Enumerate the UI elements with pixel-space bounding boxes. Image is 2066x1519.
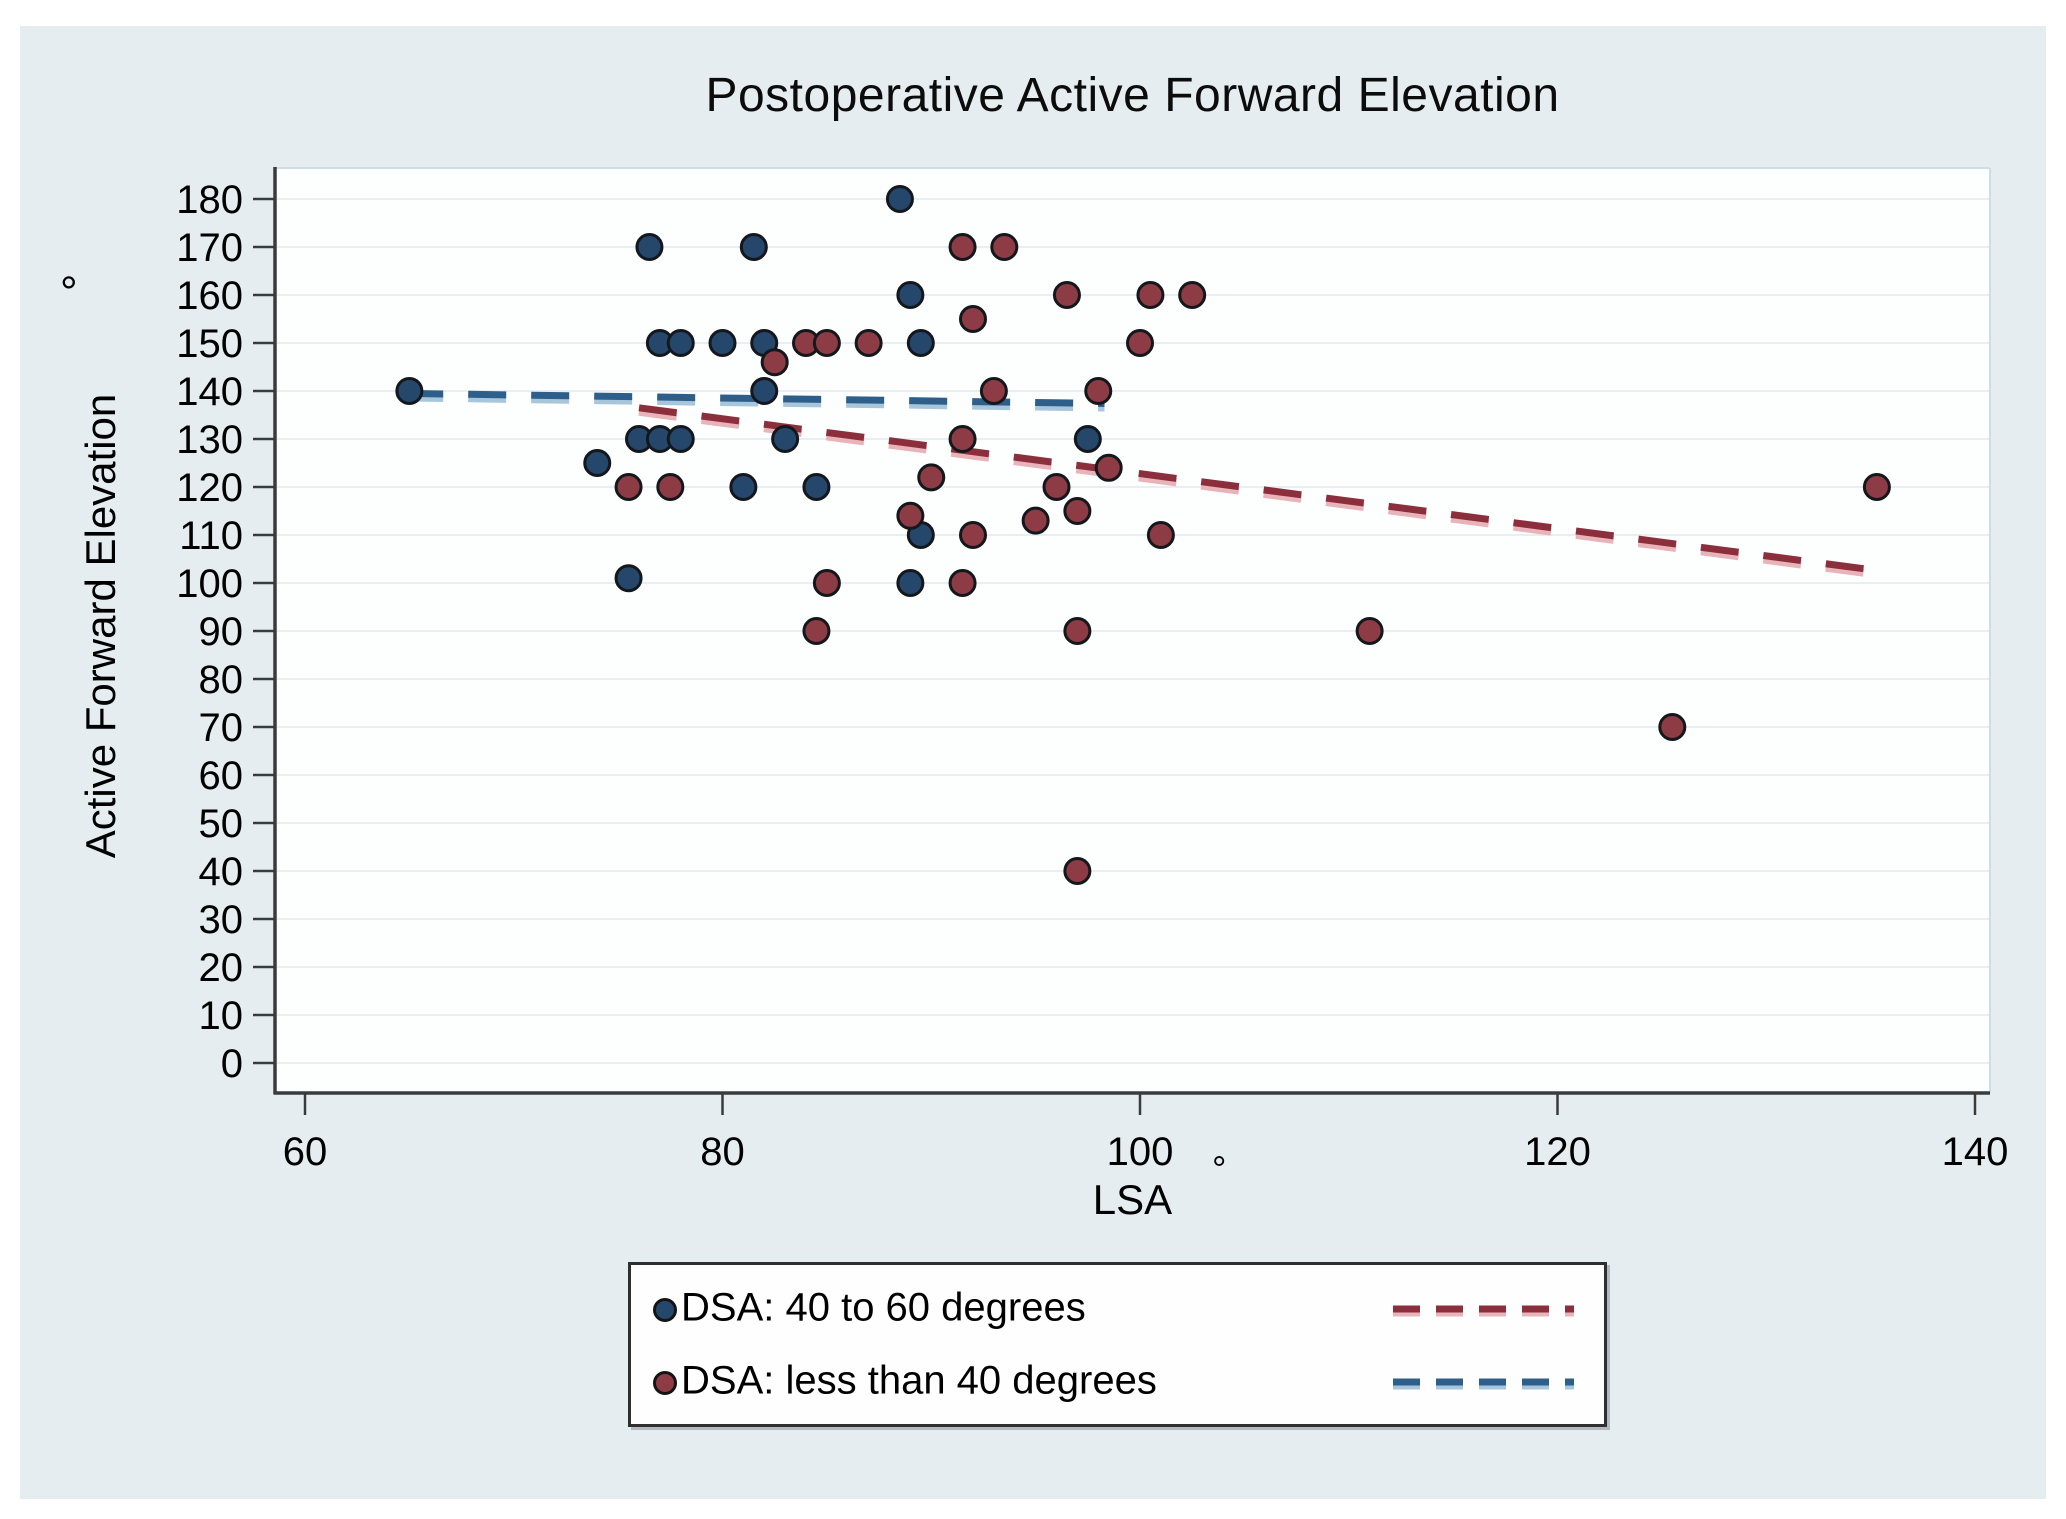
data-point-dsa-lt-40: [948, 569, 977, 597]
data-point-dsa-40-60: [896, 569, 925, 597]
y-tick-label-160: 160: [176, 274, 243, 318]
data-point-dsa-lt-40: [1126, 329, 1154, 357]
legend-dash-sample: [1393, 1378, 1574, 1390]
data-point-dsa-lt-40: [1146, 521, 1175, 549]
data-point-dsa-40-60: [771, 425, 800, 453]
x-tick-label-80: 80: [700, 1130, 745, 1174]
y-tick-label-120: 120: [176, 466, 243, 510]
trend-line-halo: [638, 407, 1882, 579]
y-tick-label-170: 170: [176, 226, 243, 270]
data-point-dsa-lt-40: [1178, 281, 1207, 309]
y-tick-label-20: 20: [199, 946, 244, 990]
y-tick-label-40: 40: [199, 850, 244, 894]
data-point-dsa-lt-40: [854, 329, 883, 357]
data-point-dsa-40-60: [750, 377, 779, 405]
data-point-dsa-lt-40: [896, 501, 925, 530]
data-point-dsa-40-60: [666, 329, 695, 357]
data-point-dsa-40-60: [395, 377, 424, 405]
data-point-dsa-lt-40: [656, 473, 685, 501]
data-point-dsa-lt-40: [1136, 281, 1165, 309]
x-axis-degree-mark: °: [1212, 1148, 1227, 1189]
data-point-dsa-lt-40: [1658, 713, 1687, 741]
chart-title: Postoperative Active Forward Elevation: [705, 69, 1560, 122]
data-point-dsa-40-60: [739, 233, 768, 261]
data-point-dsa-40-60: [896, 281, 925, 309]
data-point-dsa-lt-40: [1063, 617, 1092, 645]
y-tick-label-30: 30: [199, 898, 244, 942]
data-point-dsa-lt-40: [760, 348, 789, 377]
data-point-dsa-lt-40: [812, 569, 841, 597]
y-axis-title: Active Forward Elevation: [77, 393, 124, 859]
data-point-dsa-lt-40: [1052, 281, 1081, 309]
trend-line-halo: [405, 393, 1105, 412]
data-point-dsa-lt-40: [1063, 497, 1092, 525]
y-tick-label-60: 60: [199, 754, 244, 798]
data-point-dsa-40-60: [1073, 425, 1102, 453]
data-point-dsa-40-60: [583, 449, 612, 477]
data-point-dsa-lt-40: [1084, 377, 1113, 405]
x-tick-label-60: 60: [283, 1130, 328, 1174]
y-tick-label-10: 10: [199, 994, 244, 1038]
legend-label: DSA: 40 to 60 degrees: [681, 1285, 1086, 1330]
data-point-dsa-lt-40: [802, 617, 831, 645]
y-tick-label-130: 130: [176, 418, 243, 462]
data-point-dsa-lt-40: [959, 521, 987, 549]
y-tick-label-100: 100: [176, 562, 243, 606]
y-tick-label-110: 110: [179, 514, 243, 558]
data-point-dsa-lt-40: [1021, 506, 1050, 535]
data-point-dsa-lt-40: [1862, 473, 1891, 501]
data-point-dsa-lt-40: [959, 305, 987, 333]
data-point-dsa-lt-40: [990, 233, 1019, 261]
legend-marker-dot: [653, 1371, 677, 1395]
legend-label: DSA: less than 40 degrees: [681, 1358, 1157, 1403]
x-tick-label-100: 100: [1107, 1130, 1174, 1174]
trend-line: [638, 404, 1882, 575]
x-tick-label-120: 120: [1524, 1130, 1591, 1174]
legend-row-1: DSA: 40 to 60 degrees: [631, 1278, 1604, 1342]
data-point-dsa-40-60: [614, 564, 643, 593]
data-point-dsa-40-60: [885, 185, 914, 213]
y-tick-label-140: 140: [176, 370, 243, 414]
data-point-dsa-lt-40: [1042, 473, 1071, 501]
y-tick-label-180: 180: [176, 178, 243, 222]
data-point-dsa-40-60: [906, 329, 935, 357]
data-point-dsa-lt-40: [1355, 617, 1384, 645]
data-point-dsa-lt-40: [1063, 857, 1092, 885]
y-tick-label-150: 150: [176, 322, 243, 366]
data-point-dsa-lt-40: [812, 329, 841, 357]
data-point-dsa-lt-40: [917, 463, 946, 492]
y-tick-label-70: 70: [199, 706, 244, 750]
data-point-dsa-40-60: [666, 425, 695, 453]
legend-dash-sample: [1393, 1305, 1574, 1317]
data-point-dsa-lt-40: [948, 233, 977, 261]
y-axis-degree-mark: °: [60, 268, 78, 317]
y-tick-label-90: 90: [199, 610, 244, 654]
data-point-dsa-40-60: [802, 473, 831, 501]
x-tick-label-140: 140: [1942, 1130, 2009, 1174]
data-point-dsa-lt-40: [948, 425, 977, 453]
data-point-dsa-lt-40: [1094, 453, 1123, 482]
data-point-dsa-40-60: [708, 329, 737, 357]
data-point-dsa-40-60: [635, 233, 664, 261]
y-tick-label-80: 80: [199, 658, 244, 702]
x-axis-title: LSA: [1092, 1176, 1173, 1223]
legend-row-2: DSA: less than 40 degrees: [631, 1351, 1604, 1415]
data-point-dsa-lt-40: [979, 377, 1008, 405]
legend-marker-dot: [653, 1298, 677, 1322]
y-tick-label-0: 0: [221, 1042, 243, 1086]
y-tick-label-50: 50: [199, 802, 244, 846]
legend: DSA: 40 to 60 degrees DSA: less than 40 d…: [628, 1262, 1607, 1427]
data-point-dsa-40-60: [729, 473, 758, 501]
data-point-dsa-lt-40: [614, 473, 643, 501]
